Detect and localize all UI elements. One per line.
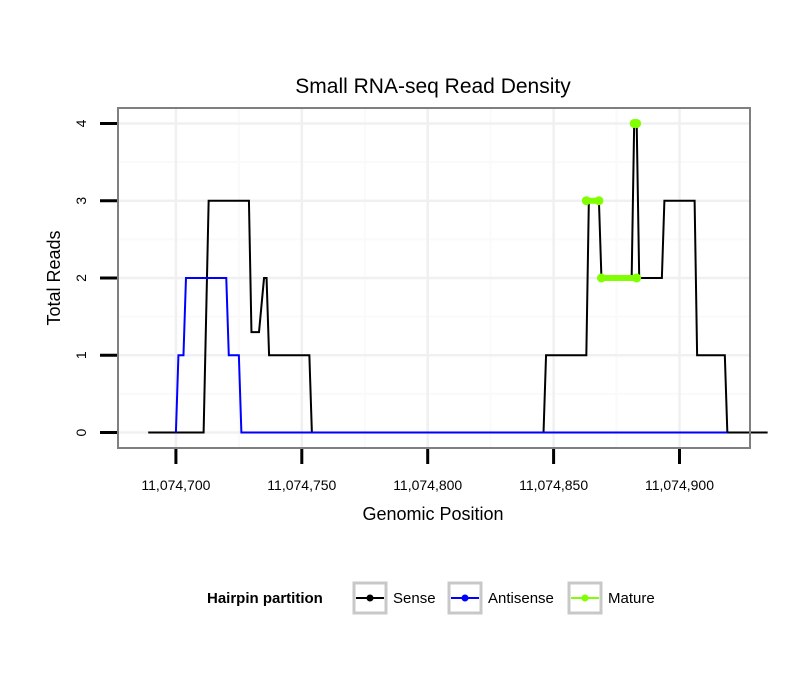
legend-key-point-mature — [581, 594, 589, 602]
series-line-antisense — [174, 277, 728, 434]
series-line-sense — [148, 122, 768, 434]
y-tick-label: 4 — [73, 119, 89, 127]
series-layer — [148, 118, 768, 434]
legend-key-point-sense — [366, 594, 374, 602]
legend-title: Hairpin partition — [207, 590, 323, 607]
legend-label-antisense: Antisense — [488, 590, 554, 607]
x-axis: 11,074,700 11,074,750 11,074,800 11,074,850… — [141, 449, 714, 493]
legend-item-sense: Sense — [352, 581, 436, 615]
chart-title: Small RNA-seq Read Density — [295, 75, 571, 98]
x-tick-label: 11,074,900 — [645, 477, 714, 493]
y-tick-label: 1 — [73, 351, 89, 359]
legend-item-mature: Mature — [567, 581, 655, 615]
series-point-mature — [594, 196, 604, 206]
x-axis-title: Genomic Position — [362, 504, 503, 524]
legend: Hairpin partition Sense Antisense Mature — [207, 581, 655, 615]
x-tick-label: 11,074,850 — [519, 477, 588, 493]
legend-items: Sense Antisense Mature — [352, 581, 655, 615]
x-tick-label: 11,074,800 — [393, 477, 462, 493]
series-point-mature — [596, 273, 606, 283]
legend-key-point-antisense — [461, 594, 469, 602]
series-point-mature — [581, 196, 591, 206]
legend-label-mature: Mature — [608, 590, 655, 607]
y-axis-title: Total Reads — [44, 230, 64, 325]
y-tick-label: 2 — [73, 274, 89, 282]
legend-label-sense: Sense — [393, 590, 436, 607]
y-tick-label: 3 — [73, 197, 89, 205]
plot-border — [117, 107, 751, 449]
plot-panel — [117, 107, 768, 449]
legend-item-antisense: Antisense — [447, 581, 554, 615]
series-point-mature — [632, 118, 642, 128]
y-axis: 0 1 2 3 4 — [73, 119, 117, 436]
x-tick-label: 11,074,750 — [267, 477, 336, 493]
x-tick-label: 11,074,700 — [141, 477, 210, 493]
series-point-mature — [632, 273, 642, 283]
y-tick-label: 0 — [73, 428, 89, 436]
